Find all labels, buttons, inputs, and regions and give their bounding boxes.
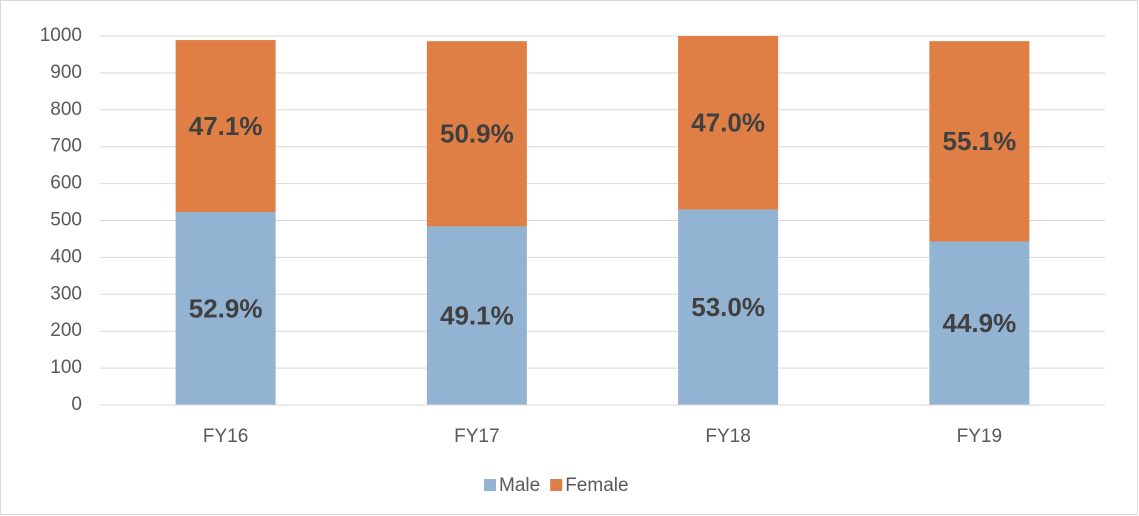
x-tick-label: FY19 <box>957 426 1002 447</box>
bar-segment <box>678 36 779 210</box>
bar-segment <box>426 226 527 405</box>
data-label: 47.1% <box>189 111 263 141</box>
data-label: 44.9% <box>943 308 1017 338</box>
data-label: 52.9% <box>189 293 263 323</box>
y-tick-label: 500 <box>50 210 82 231</box>
legend-swatch <box>484 479 496 491</box>
data-label: 49.1% <box>440 301 514 331</box>
bar-segment <box>929 41 1030 242</box>
y-tick-label: 100 <box>50 357 82 378</box>
x-tick-label: FY16 <box>203 426 248 447</box>
x-tick-label: FY17 <box>454 426 499 447</box>
y-tick-label: 200 <box>50 320 82 341</box>
data-label: 53.0% <box>691 292 765 322</box>
legend-label: Male <box>499 475 540 496</box>
y-tick-label: 300 <box>50 283 82 304</box>
legend-label: Female <box>565 475 628 496</box>
y-tick-label: 0 <box>71 394 82 415</box>
bar-segment <box>175 212 276 405</box>
data-label: 47.0% <box>691 108 765 138</box>
y-tick-label: 800 <box>50 99 82 120</box>
y-tick-label: 600 <box>50 173 82 194</box>
data-label: 50.9% <box>440 119 514 149</box>
y-tick-label: 900 <box>50 62 82 83</box>
y-tick-label: 700 <box>50 136 82 157</box>
x-tick-label: FY18 <box>705 426 750 447</box>
data-label: 55.1% <box>943 126 1017 156</box>
bar-segment <box>426 41 527 227</box>
bar-segment <box>678 209 779 405</box>
y-tick-label: 400 <box>50 246 82 267</box>
bar-segment <box>929 241 1030 405</box>
bar-segment <box>175 40 276 213</box>
legend-swatch <box>550 479 563 491</box>
y-tick-label: 1000 <box>40 25 82 46</box>
